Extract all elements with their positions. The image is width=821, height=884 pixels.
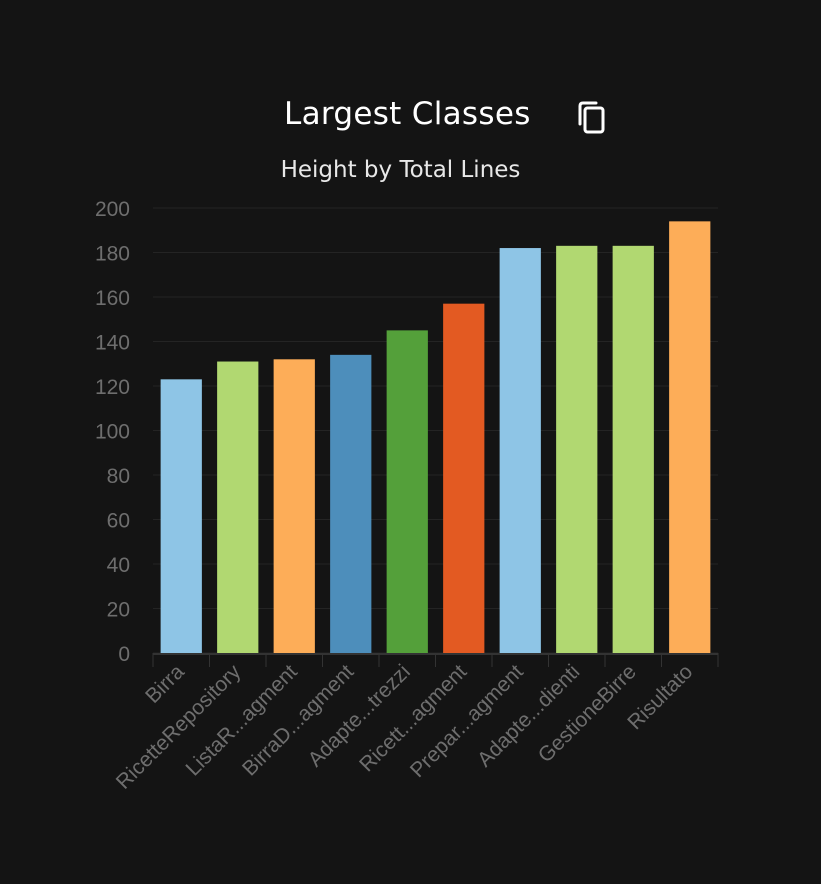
bars xyxy=(160,221,711,654)
x-tick-label: Birra xyxy=(141,660,189,708)
bar-0[interactable] xyxy=(160,379,202,653)
copy-icon[interactable] xyxy=(574,99,608,135)
bar-8[interactable] xyxy=(612,245,654,653)
y-tick-label: 20 xyxy=(107,599,130,622)
y-tick-label: 80 xyxy=(107,465,130,488)
bar-1[interactable] xyxy=(217,361,259,653)
y-tick-label: 200 xyxy=(95,198,130,221)
copy-icon-glyph xyxy=(578,101,605,134)
bar-2[interactable] xyxy=(273,359,315,653)
x-tick-label: GestioneBirre xyxy=(534,660,641,767)
y-tick-label: 100 xyxy=(95,421,130,444)
y-axis-ticks: 0 20 40 60 80 100 120 140 160 180 200 xyxy=(95,198,130,666)
bar-3[interactable] xyxy=(330,354,372,653)
bar-4[interactable] xyxy=(386,330,428,653)
x-axis xyxy=(152,653,719,667)
bar-9[interactable] xyxy=(669,221,711,653)
bar-5[interactable] xyxy=(443,303,485,653)
chart-header: Largest Classes xyxy=(0,96,821,140)
chart-subtitle: Height by Total Lines xyxy=(280,157,521,183)
y-tick-label: 180 xyxy=(95,243,130,266)
y-tick-label: 40 xyxy=(107,554,130,577)
y-tick-label: 140 xyxy=(95,332,130,355)
chart-title: Largest Classes xyxy=(284,96,531,132)
bar-6[interactable] xyxy=(499,248,541,654)
y-tick-label: 120 xyxy=(95,376,130,399)
y-tick-label: 60 xyxy=(107,510,130,533)
y-tick-label: 0 xyxy=(118,643,130,666)
bar-7[interactable] xyxy=(556,245,598,653)
x-axis-labels: BirraRicetteRepositoryListaR...agmentBir… xyxy=(112,660,697,794)
y-tick-label: 160 xyxy=(95,287,130,310)
